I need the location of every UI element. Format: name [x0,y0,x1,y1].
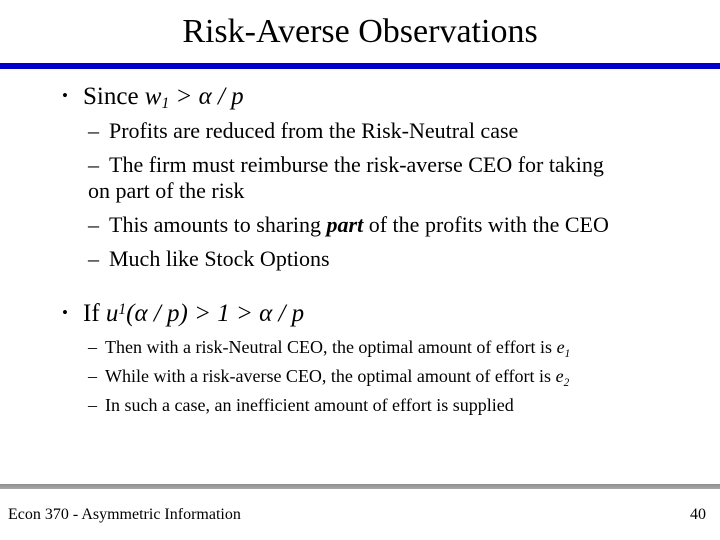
dash-icon: – [88,212,99,237]
list-item: – This amounts to sharing part of the pr… [88,212,698,238]
text-line: The firm must reimburse the risk-averse … [109,152,604,177]
math-var-e: e [556,337,565,357]
lead1-text: Since w1 > α / p [83,83,244,112]
math-subscript: 1 [564,348,571,360]
list-item-text: While with a risk-averse CEO, the optima… [105,365,698,389]
text-line: on part of the risk [88,178,245,203]
bullet-section2-lead: • If u1(α / p) > 1 > α / p [62,298,304,329]
text-run: of the profits with the CEO [363,212,609,237]
dash-icon: – [88,395,97,415]
footer-page-number: 40 [690,506,706,523]
dash-icon: – [88,337,97,357]
list-item: – Profits are reduced from the Risk-Neut… [88,118,698,144]
list-item-text: Much like Stock Options [109,246,330,271]
section2-sublist: – Then with a risk-Neutral CEO, the opti… [88,336,698,423]
dash-icon: – [88,152,99,177]
lead2-text: If u1(α / p) > 1 > α / p [83,300,304,327]
list-item: – The firm must reimburse the risk-avers… [88,152,698,204]
emphasized-word: part [326,212,364,237]
text-run: Then with a risk-Neutral CEO, the optima… [105,337,557,357]
math-subscript: 1 [161,95,170,112]
list-item-text: This amounts to sharing part of the prof… [109,212,698,238]
bullet-icon: • [62,86,68,105]
math-var-e: e [555,366,564,386]
list-item: – While with a risk-averse CEO, the opti… [88,365,698,389]
footer-divider-rule [0,484,720,489]
list-item: – In such a case, an inefficient amount … [88,394,698,416]
slide-title: Risk-Averse Observations [182,13,538,50]
section1-sublist: – Profits are reduced from the Risk-Neut… [88,118,698,280]
list-item-text: Then with a risk-Neutral CEO, the optima… [105,336,698,360]
dash-icon: – [88,118,99,143]
footer-course-label: Econ 370 - Asymmetric Information [8,506,241,523]
list-item-text: Profits are reduced from the Risk-Neutra… [109,118,519,143]
dash-icon: – [88,366,97,386]
math-expression: > α / p [169,83,244,110]
list-item-text: The firm must reimburse the risk-averse … [88,152,698,204]
math-expression: (α / p) > 1 > α / p [126,300,305,327]
text-run: Since [83,83,145,110]
text-run: This amounts to sharing [109,212,327,237]
math-subscript: 2 [563,377,570,389]
bullet-icon: • [62,303,68,322]
list-item: – Then with a risk-Neutral CEO, the opti… [88,336,698,360]
math-var-u: u [105,300,119,327]
list-item: – Much like Stock Options [88,246,698,272]
list-item-text: In such a case, an inefficient amount of… [105,395,514,415]
math-var-w: w [144,83,162,110]
title-divider-rule [0,63,720,69]
text-run: While with a risk-averse CEO, the optima… [105,366,556,386]
dash-icon: – [88,246,99,271]
bullet-section1-lead: • Since w1 > α / p [62,81,244,112]
text-run: If [83,300,106,327]
math-superscript: 1 [118,301,127,318]
